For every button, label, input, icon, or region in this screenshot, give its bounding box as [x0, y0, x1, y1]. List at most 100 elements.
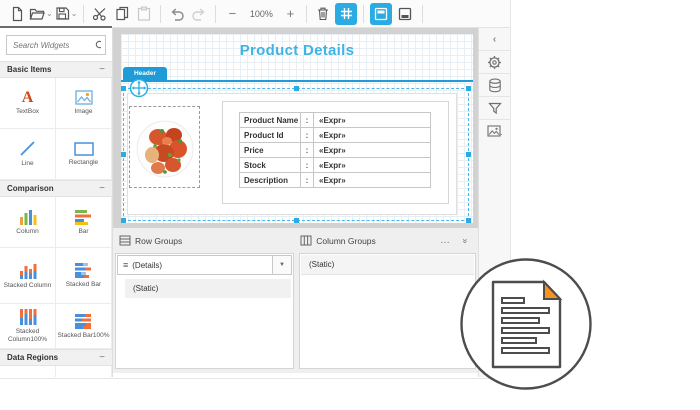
field-label-cell[interactable]: Product Id: [239, 127, 301, 143]
field-label-cell[interactable]: Product Name: [239, 112, 301, 128]
page-footer-toggle[interactable]: [394, 3, 416, 25]
resize-handle[interactable]: [466, 152, 471, 157]
chevron-left-icon: ‹: [492, 33, 497, 45]
table-row[interactable]: Price : «Expr»: [239, 142, 431, 158]
expression-cell[interactable]: «Expr»: [313, 142, 431, 158]
search-icon: [95, 40, 101, 48]
data-button[interactable]: [479, 74, 510, 97]
widget-label: Stacked Bar: [65, 281, 102, 289]
collapse-rail-button[interactable]: ‹: [479, 28, 510, 51]
section-comparison[interactable]: Comparison −: [0, 180, 112, 197]
widget-item-image[interactable]: Image: [56, 78, 112, 129]
collapse-panel-icon[interactable]: »: [460, 237, 471, 244]
grouping-panel: Row Groups Column Groups … » ≡ (Details)…: [113, 228, 478, 373]
cut-button[interactable]: [90, 3, 110, 25]
resize-handle[interactable]: [466, 86, 471, 91]
widget-item-stacked-bar-100[interactable]: Stacked Bar100%: [56, 304, 112, 349]
widget-item-clipped[interactable]: [56, 366, 112, 377]
table-row[interactable]: Stock : «Expr»: [239, 157, 431, 173]
expression-cell[interactable]: «Expr»: [313, 172, 431, 188]
page-header-icon: [375, 7, 388, 20]
header-band-divider: [121, 80, 473, 82]
open-dropdown-caret[interactable]: ⌄: [46, 9, 53, 18]
image-manager-icon: [487, 124, 502, 137]
collapse-icon[interactable]: −: [99, 352, 105, 363]
expression-cell[interactable]: «Expr»: [313, 127, 431, 143]
more-options-icon[interactable]: …: [439, 234, 451, 246]
column-group-static-item[interactable]: (Static): [301, 255, 474, 275]
resize-handle[interactable]: [121, 152, 126, 157]
new-report-button[interactable]: [7, 3, 27, 25]
collapse-icon[interactable]: −: [99, 64, 105, 75]
resize-handle[interactable]: [294, 86, 299, 91]
undo-button[interactable]: [167, 3, 187, 25]
widget-label: Column: [16, 228, 39, 236]
field-label-cell[interactable]: Price: [239, 142, 301, 158]
widget-search-box[interactable]: [6, 35, 106, 55]
widget-item-stacked-bar[interactable]: Stacked Bar: [56, 248, 112, 304]
stacked-bar-100-icon: [75, 313, 91, 329]
grid-icon: [340, 8, 352, 19]
expression-cell[interactable]: «Expr»: [313, 157, 431, 173]
widget-item-rectangle[interactable]: Rectangle: [56, 129, 112, 180]
section-data-regions[interactable]: Data Regions −: [0, 349, 112, 366]
table-row[interactable]: Product Id : «Expr»: [239, 127, 431, 143]
design-canvas[interactable]: Product Details Header: [113, 28, 478, 228]
move-handle[interactable]: [128, 77, 150, 99]
report-title-textbox[interactable]: Product Details: [239, 42, 355, 59]
separator-cell[interactable]: :: [300, 127, 314, 143]
section-basic-items[interactable]: Basic Items −: [0, 61, 112, 78]
toolbar-separator: [422, 4, 424, 23]
table-row[interactable]: Description : «Expr»: [239, 172, 431, 188]
resize-handle[interactable]: [121, 86, 126, 91]
properties-button[interactable]: [479, 51, 510, 74]
redo-icon: [192, 7, 205, 21]
open-report-button[interactable]: ⌄: [29, 3, 53, 25]
search-input[interactable]: [11, 39, 95, 51]
expression-cell[interactable]: «Expr»: [313, 112, 431, 128]
grid-lines-toggle[interactable]: [335, 2, 358, 25]
report-designer-window: ⌄ ⌄ − 100% +: [0, 0, 511, 379]
widget-item-stacked-column-100[interactable]: Stacked Column100%: [0, 304, 56, 349]
separator-cell[interactable]: :: [300, 157, 314, 173]
header-band-tab[interactable]: Header: [123, 67, 167, 80]
details-group-dropdown[interactable]: ≡ (Details) ▼: [117, 255, 292, 275]
zoom-in-icon: +: [286, 6, 295, 21]
selected-region[interactable]: [121, 86, 471, 223]
paste-button[interactable]: [134, 3, 154, 25]
table-widget-icon: [0, 376, 18, 377]
page-header-toggle[interactable]: [370, 2, 393, 25]
field-label-cell[interactable]: Stock: [239, 157, 301, 173]
report-surface[interactable]: Product Details Header: [121, 34, 473, 223]
save-report-button[interactable]: ⌄: [55, 3, 78, 25]
resize-handle[interactable]: [294, 218, 299, 223]
copy-button[interactable]: [112, 3, 132, 25]
widget-item-bar[interactable]: Bar: [56, 197, 112, 248]
matrix-widget-icon: [56, 376, 74, 377]
zoom-in-button[interactable]: +: [280, 3, 300, 25]
report-item-badge: [458, 257, 594, 391]
widget-item-column[interactable]: Column: [0, 197, 56, 248]
filter-button[interactable]: [479, 97, 510, 120]
field-label-cell[interactable]: Description: [239, 172, 301, 188]
basic-items-grid: A TextBox Image Line Rectangle: [0, 78, 112, 180]
delete-button[interactable]: [313, 3, 333, 25]
table-row[interactable]: Product Name : «Expr»: [239, 112, 431, 128]
resize-handle[interactable]: [121, 218, 126, 223]
separator-cell[interactable]: :: [300, 172, 314, 188]
product-image-widget[interactable]: [129, 106, 200, 188]
widget-item-textbox[interactable]: A TextBox: [0, 78, 56, 129]
collapse-icon[interactable]: −: [99, 183, 105, 194]
separator-cell[interactable]: :: [300, 142, 314, 158]
separator-cell[interactable]: :: [300, 112, 314, 128]
row-group-static-item[interactable]: (Static): [125, 279, 291, 298]
dropdown-caret-icon[interactable]: ▼: [272, 256, 291, 274]
resize-handle[interactable]: [466, 218, 471, 223]
widget-item-stacked-column[interactable]: Stacked Column: [0, 248, 56, 304]
save-dropdown-caret[interactable]: ⌄: [70, 9, 78, 18]
widget-item-clipped[interactable]: [0, 366, 56, 377]
widget-item-line[interactable]: Line: [0, 129, 56, 180]
redo-button[interactable]: [189, 3, 209, 25]
images-button[interactable]: [479, 120, 510, 142]
zoom-out-button[interactable]: −: [222, 3, 242, 25]
